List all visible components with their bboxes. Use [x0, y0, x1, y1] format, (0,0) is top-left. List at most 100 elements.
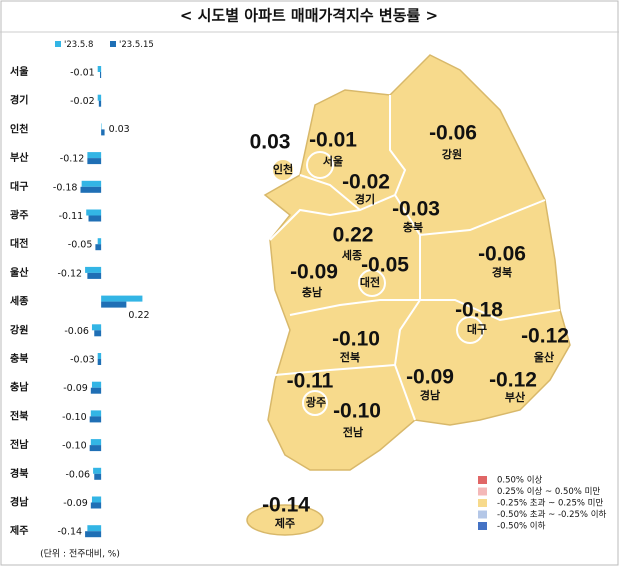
bar [87, 525, 102, 532]
bar [90, 410, 102, 417]
bar [101, 123, 102, 130]
bar [87, 272, 102, 279]
map-region: 강원 [442, 147, 462, 161]
value-label: -0.06 [64, 326, 89, 337]
map-region: 전북 [340, 350, 360, 364]
value-label: -0.18 [53, 182, 78, 193]
map-region: 전남 [343, 425, 363, 439]
category-label: 인천 [10, 122, 28, 135]
bar [95, 244, 102, 251]
map-value: -0.06 [429, 122, 477, 145]
category-label: 울산 [10, 266, 29, 279]
bar [90, 439, 102, 446]
category-label: 경남 [10, 496, 29, 509]
map-region: 광주 [306, 396, 326, 409]
map-value: -0.09 [406, 366, 454, 389]
border [289, 235, 421, 316]
category-label: 대전 [10, 237, 28, 250]
map-legend-label: -0.50% 이하 [497, 521, 546, 532]
bar [80, 186, 102, 193]
category-label: 충남 [10, 381, 29, 394]
value-label: 0.22 [128, 310, 149, 321]
bar [94, 473, 102, 480]
bar [81, 180, 102, 187]
map-value: -0.11 [287, 370, 334, 393]
daegu-area [456, 316, 484, 344]
map-legend-label: -0.50% 초과 ~ -0.25% 이하 [497, 509, 607, 520]
map-region: 경남 [420, 388, 440, 402]
bar [85, 531, 102, 538]
value-label: -0.01 [70, 68, 95, 79]
bar [97, 353, 102, 359]
map-value: -0.03 [392, 198, 440, 221]
map-region: 제주 [275, 516, 295, 530]
title: < 시도별 아파트 매매가격지수 변동률 > [180, 7, 438, 25]
border [394, 364, 416, 421]
value-label: -0.09 [63, 383, 88, 394]
category-label: 부산 [10, 151, 29, 164]
value-label: -0.10 [62, 441, 87, 452]
map-region: 경북 [492, 265, 512, 279]
legend-swatch [110, 41, 116, 47]
bar [94, 330, 102, 337]
category-label: 세종 [10, 295, 28, 308]
map-region: 경기 [355, 192, 375, 206]
map-legend-swatch [478, 476, 487, 484]
bar [101, 301, 127, 308]
bar [85, 266, 102, 273]
bar [93, 467, 102, 474]
bar [89, 445, 102, 452]
incheon-area [271, 158, 295, 182]
bar [97, 238, 102, 245]
map-value: -0.14 [262, 494, 310, 517]
bar [90, 387, 102, 394]
map-region: 대전 [360, 275, 380, 289]
value-label: -0.06 [66, 469, 91, 480]
value-label: -0.05 [68, 240, 93, 251]
value-label: -0.14 [57, 527, 82, 538]
map-value: -0.12 [489, 369, 537, 392]
value-label: -0.03 [70, 355, 95, 366]
category-label: 광주 [10, 210, 28, 222]
unit-note: (단위 : 전주대비, %) [40, 549, 120, 560]
bar [87, 158, 102, 165]
map-value: -0.10 [332, 328, 380, 351]
map-value: 0.22 [333, 224, 374, 247]
map-value: -0.12 [521, 325, 569, 348]
bar [97, 359, 102, 365]
map-value: -0.10 [333, 400, 381, 423]
map-legend-label: 0.50% 이상 [497, 475, 543, 486]
jeju [246, 504, 324, 536]
bar [86, 209, 102, 216]
bar [87, 152, 102, 159]
border [394, 194, 546, 237]
value-label: 0.03 [109, 124, 130, 135]
map-legend-swatch [478, 510, 487, 519]
map-legend-swatch [478, 487, 487, 496]
bar [99, 72, 102, 78]
mainland [263, 54, 571, 471]
value-label: -0.12 [60, 154, 85, 165]
category-label: 전북 [10, 409, 28, 422]
border [269, 208, 361, 241]
legend-label: '23.5.8 [64, 40, 93, 50]
map-legend-swatch [478, 522, 487, 530]
value-label: -0.12 [57, 268, 82, 279]
bar [91, 496, 102, 503]
legend-swatch [55, 41, 61, 47]
bar [88, 215, 102, 222]
map-value: -0.18 [455, 299, 503, 322]
value-label: -0.09 [63, 498, 88, 509]
bar [97, 94, 102, 101]
bar [101, 295, 143, 302]
daejeon-area [358, 269, 386, 297]
map-value: -0.02 [342, 171, 390, 194]
map-region: 부산 [505, 390, 525, 404]
map-value: -0.01 [309, 129, 357, 152]
category-label: 대구 [10, 180, 28, 193]
map-region: 충남 [302, 285, 322, 299]
map-region: 인천 [273, 162, 293, 176]
bar [101, 129, 105, 136]
value-label: -0.02 [70, 96, 95, 107]
